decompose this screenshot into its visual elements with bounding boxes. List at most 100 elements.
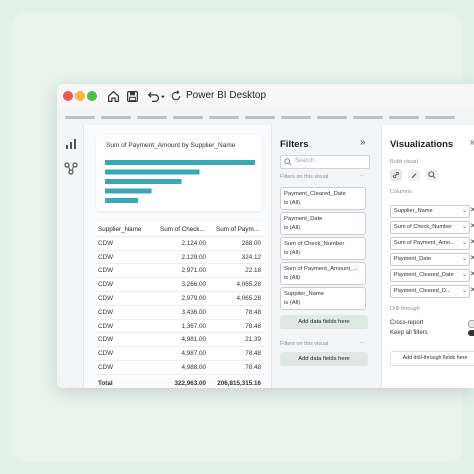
ribbon-tab[interactable] — [281, 116, 311, 119]
chevron-down-icon[interactable]: ⌄ — [461, 224, 467, 230]
table-row[interactable]: CDW 3,436.00 78.48 — [96, 305, 264, 320]
column-field[interactable]: Supplier_Name ⌄ — [390, 205, 470, 218]
remove-field-icon[interactable]: ✕ — [470, 287, 474, 294]
filters-search-input[interactable]: Search — [280, 155, 370, 169]
column-header[interactable]: Sum of Check... — [160, 226, 205, 233]
model-view-icon[interactable] — [64, 161, 78, 175]
add-drill-through-button[interactable]: Add drill-through fields here — [390, 351, 474, 366]
more-options-icon[interactable]: ... — [360, 339, 365, 345]
save-icon[interactable] — [126, 88, 139, 104]
filters-collapse-button[interactable]: » — [360, 137, 366, 148]
column-header[interactable]: Sum of Paym... — [216, 226, 260, 233]
bar-mark[interactable] — [105, 198, 138, 203]
remove-field-icon[interactable]: ✕ — [470, 207, 474, 214]
ribbon-tab[interactable] — [209, 116, 239, 119]
cross-report-label: Cross-report — [390, 320, 424, 326]
filters-title: Filters — [280, 139, 309, 150]
table-row[interactable]: CDW 2,979.00 4,065.28 — [96, 291, 264, 306]
remove-field-icon[interactable]: ✕ — [470, 255, 474, 262]
filter-field-name: Payment_Date — [284, 216, 323, 222]
check-number-cell: 4,987.00 — [181, 350, 206, 358]
ribbon-tab[interactable] — [65, 116, 95, 119]
ribbon-tab[interactable] — [317, 116, 347, 119]
bar-chart-visual[interactable]: Sum of Payment_Amount by Supplier_Name — [96, 135, 262, 211]
column-field[interactable]: Payment_Cleared_D... ⌄ — [390, 285, 470, 298]
filter-state: is (All) — [284, 250, 301, 256]
more-options-icon[interactable]: ... — [360, 172, 365, 178]
table-row[interactable]: CDW 1,367.00 78.48 — [96, 319, 264, 334]
visualizations-collapse-button[interactable]: » — [470, 137, 474, 148]
ribbon-tab[interactable] — [389, 116, 419, 119]
table-row[interactable]: CDW 2,129.00 324.12 — [96, 250, 264, 265]
home-icon[interactable] — [107, 88, 120, 104]
undo-icon[interactable] — [146, 88, 166, 104]
app-title: Power BI Desktop — [186, 90, 267, 101]
cross-report-toggle[interactable] — [468, 320, 474, 328]
payment-amount-cell: 78.48 — [245, 350, 261, 358]
ribbon-tab[interactable] — [245, 116, 275, 119]
bar-mark[interactable] — [105, 179, 182, 184]
ribbon-tab[interactable] — [137, 116, 167, 119]
maximize-window-button[interactable] — [87, 91, 97, 101]
payment-amount-cell: 78.48 — [245, 308, 261, 316]
remove-field-icon[interactable]: ✕ — [470, 271, 474, 278]
payment-amount-cell: 288.00 — [241, 239, 261, 247]
minimize-window-button[interactable] — [75, 91, 85, 101]
filter-card[interactable]: Sum of Payment_Amount_... is (All) — [280, 262, 366, 285]
supplier-cell: CDW — [98, 253, 114, 261]
close-window-button[interactable] — [63, 91, 73, 101]
column-field[interactable]: Payment_Cleared_Date ⌄ — [390, 269, 470, 282]
keep-all-filters-toggle[interactable] — [468, 330, 474, 336]
filter-state: is (All) — [284, 300, 301, 306]
ribbon-tab[interactable] — [101, 116, 131, 119]
ribbon-tab[interactable] — [353, 116, 383, 119]
search-icon — [284, 158, 292, 166]
filter-card[interactable]: Payment_Date is (All) — [280, 212, 366, 235]
payment-amount-cell: 4,065.28 — [236, 281, 261, 289]
column-field-label: Supplier_Name — [394, 208, 433, 214]
add-data-fields-button[interactable]: Add data fields here — [280, 315, 368, 329]
check-number-cell: 2,124.00 — [181, 239, 206, 247]
chevron-down-icon[interactable]: ⌄ — [461, 208, 467, 214]
check-number-cell: 2,979.00 — [181, 295, 206, 302]
filter-card[interactable]: Payment_Cleared_Date is (All) — [280, 187, 366, 210]
table-row[interactable]: CDW 4,981.00 21.39 — [96, 332, 264, 348]
chevron-down-icon[interactable]: ⌄ — [461, 240, 467, 246]
ribbon-tab[interactable] — [173, 116, 203, 119]
filter-card[interactable]: Supplier_Name is (All) — [280, 287, 366, 310]
bar-mark[interactable] — [105, 160, 255, 165]
column-header[interactable]: Supplier_Name — [98, 226, 142, 233]
table-row[interactable]: CDW 4,988.00 78.48 — [96, 360, 264, 375]
remove-field-icon[interactable]: ✕ — [470, 239, 474, 246]
add-data-fields-button[interactable]: Add data fields here — [280, 352, 368, 366]
format-brush-icon[interactable] — [408, 169, 420, 181]
bar-mark[interactable] — [105, 188, 152, 194]
chevron-down-icon[interactable]: ⌄ — [461, 256, 467, 262]
app-window: Power BI Desktop Sum of Payment_Amount b… — [57, 84, 474, 388]
report-view-icon[interactable] — [64, 137, 78, 151]
remove-field-icon[interactable]: ✕ — [470, 223, 474, 230]
column-field[interactable]: Sum of Check_Number ⌄ — [390, 221, 470, 234]
column-field[interactable]: Sum of Payment_Amo... ⌄ — [390, 237, 470, 250]
chevron-down-icon[interactable]: ⌄ — [461, 272, 467, 278]
column-field[interactable]: Payment_Date ⌄ — [390, 253, 470, 266]
filter-card[interactable]: Sum of Check_Number is (All) — [280, 237, 366, 260]
table-row[interactable]: CDW 2,971.00 22.18 — [96, 263, 264, 279]
check-number-cell: 2,971.00 — [181, 267, 206, 275]
table-row[interactable]: CDW 2,124.00 288.00 — [96, 236, 264, 251]
refresh-icon[interactable] — [170, 88, 182, 104]
column-field-label: Payment_Cleared_D... — [394, 288, 451, 294]
ribbon-tab[interactable] — [425, 116, 455, 119]
link-icon[interactable] — [390, 169, 402, 181]
bar-mark[interactable] — [105, 169, 200, 175]
analytics-search-icon[interactable] — [426, 169, 438, 181]
columns-label: Columns — [390, 189, 412, 195]
chevron-down-icon[interactable]: ⌄ — [461, 288, 467, 294]
report-canvas: Sum of Payment_Amount by Supplier_Name S… — [84, 125, 271, 388]
check-number-cell: 2,129.00 — [181, 253, 206, 261]
table-row[interactable]: CDW 4,987.00 78.48 — [96, 346, 264, 361]
chart-title: Sum of Payment_Amount by Supplier_Name — [106, 142, 236, 149]
table-visual[interactable]: Supplier_Name Sum of Check... Sum of Pay… — [96, 222, 264, 387]
column-field-label: Sum of Check_Number — [394, 224, 453, 230]
table-row[interactable]: CDW 3,266.00 4,065.28 — [96, 277, 264, 292]
